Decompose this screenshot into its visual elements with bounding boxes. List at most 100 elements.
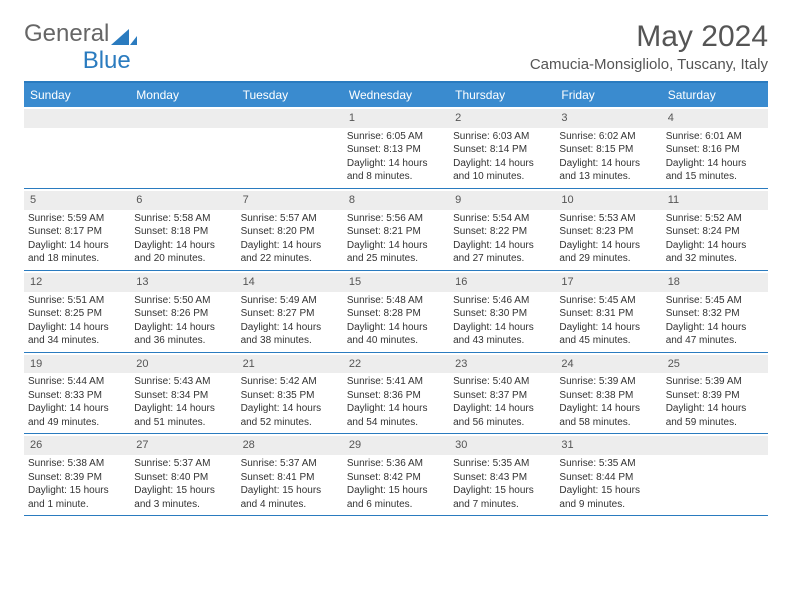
daylight-line: Daylight: 15 hours and 7 minutes.	[453, 484, 551, 511]
daylight-line: Daylight: 15 hours and 3 minutes.	[134, 484, 232, 511]
day-number	[237, 109, 343, 128]
daylight-line: Daylight: 14 hours and 18 minutes.	[28, 239, 126, 266]
day-cell: 3Sunrise: 6:02 AMSunset: 8:15 PMDaylight…	[555, 107, 661, 188]
sunset-line: Sunset: 8:25 PM	[28, 307, 126, 321]
sunset-line: Sunset: 8:36 PM	[347, 389, 445, 403]
day-cell: 6Sunrise: 5:58 AMSunset: 8:18 PMDaylight…	[130, 189, 236, 270]
sunrise-line: Sunrise: 5:39 AM	[559, 375, 657, 389]
sunset-line: Sunset: 8:17 PM	[28, 225, 126, 239]
sunrise-line: Sunrise: 5:50 AM	[134, 294, 232, 308]
sunset-line: Sunset: 8:27 PM	[241, 307, 339, 321]
sunset-line: Sunset: 8:31 PM	[559, 307, 657, 321]
day-number: 12	[24, 273, 130, 292]
daylight-line: Daylight: 14 hours and 29 minutes.	[559, 239, 657, 266]
brand-part2: Blue	[83, 47, 131, 74]
sunset-line: Sunset: 8:35 PM	[241, 389, 339, 403]
day-header: Friday	[555, 83, 661, 107]
daylight-line: Daylight: 15 hours and 4 minutes.	[241, 484, 339, 511]
sunset-line: Sunset: 8:37 PM	[453, 389, 551, 403]
week-row: 12Sunrise: 5:51 AMSunset: 8:25 PMDayligh…	[24, 271, 768, 353]
sunset-line: Sunset: 8:30 PM	[453, 307, 551, 321]
daylight-line: Daylight: 14 hours and 49 minutes.	[28, 402, 126, 429]
sunrise-line: Sunrise: 5:59 AM	[28, 212, 126, 226]
day-number: 28	[237, 436, 343, 455]
day-cell: 21Sunrise: 5:42 AMSunset: 8:35 PMDayligh…	[237, 353, 343, 434]
brand-part2-wrap: GeneBlue	[24, 47, 768, 75]
day-number: 6	[130, 191, 236, 210]
sunrise-line: Sunrise: 5:44 AM	[28, 375, 126, 389]
day-cell: 22Sunrise: 5:41 AMSunset: 8:36 PMDayligh…	[343, 353, 449, 434]
sunset-line: Sunset: 8:39 PM	[666, 389, 764, 403]
week-row: 19Sunrise: 5:44 AMSunset: 8:33 PMDayligh…	[24, 353, 768, 435]
day-cell: 8Sunrise: 5:56 AMSunset: 8:21 PMDaylight…	[343, 189, 449, 270]
day-number: 20	[130, 355, 236, 374]
daylight-line: Daylight: 14 hours and 52 minutes.	[241, 402, 339, 429]
daylight-line: Daylight: 14 hours and 58 minutes.	[559, 402, 657, 429]
daylight-line: Daylight: 14 hours and 56 minutes.	[453, 402, 551, 429]
day-number: 17	[555, 273, 661, 292]
daylight-line: Daylight: 14 hours and 34 minutes.	[28, 321, 126, 348]
day-number: 9	[449, 191, 555, 210]
day-cell: 25Sunrise: 5:39 AMSunset: 8:39 PMDayligh…	[662, 353, 768, 434]
day-number: 25	[662, 355, 768, 374]
day-cell: 7Sunrise: 5:57 AMSunset: 8:20 PMDaylight…	[237, 189, 343, 270]
sunset-line: Sunset: 8:15 PM	[559, 143, 657, 157]
week-row: 5Sunrise: 5:59 AMSunset: 8:17 PMDaylight…	[24, 189, 768, 271]
daylight-line: Daylight: 14 hours and 10 minutes.	[453, 157, 551, 184]
sunrise-line: Sunrise: 5:49 AM	[241, 294, 339, 308]
sunrise-line: Sunrise: 5:54 AM	[453, 212, 551, 226]
day-number: 18	[662, 273, 768, 292]
sunset-line: Sunset: 8:44 PM	[559, 471, 657, 485]
day-cell: 14Sunrise: 5:49 AMSunset: 8:27 PMDayligh…	[237, 271, 343, 352]
calendar-grid: SundayMondayTuesdayWednesdayThursdayFrid…	[24, 81, 768, 516]
day-cell: 2Sunrise: 6:03 AMSunset: 8:14 PMDaylight…	[449, 107, 555, 188]
sunrise-line: Sunrise: 5:52 AM	[666, 212, 764, 226]
day-number	[662, 436, 768, 455]
sunrise-line: Sunrise: 5:36 AM	[347, 457, 445, 471]
day-number: 30	[449, 436, 555, 455]
day-number: 21	[237, 355, 343, 374]
sunset-line: Sunset: 8:34 PM	[134, 389, 232, 403]
day-cell: 11Sunrise: 5:52 AMSunset: 8:24 PMDayligh…	[662, 189, 768, 270]
day-number: 24	[555, 355, 661, 374]
sunset-line: Sunset: 8:33 PM	[28, 389, 126, 403]
day-number: 7	[237, 191, 343, 210]
sunset-line: Sunset: 8:39 PM	[28, 471, 126, 485]
brand-logo: General	[24, 20, 137, 48]
sunrise-line: Sunrise: 5:45 AM	[666, 294, 764, 308]
day-cell: 24Sunrise: 5:39 AMSunset: 8:38 PMDayligh…	[555, 353, 661, 434]
daylight-line: Daylight: 14 hours and 8 minutes.	[347, 157, 445, 184]
day-number: 13	[130, 273, 236, 292]
daylight-line: Daylight: 14 hours and 27 minutes.	[453, 239, 551, 266]
day-cell: 16Sunrise: 5:46 AMSunset: 8:30 PMDayligh…	[449, 271, 555, 352]
day-number: 5	[24, 191, 130, 210]
day-cell	[24, 107, 130, 188]
day-number: 16	[449, 273, 555, 292]
day-number: 23	[449, 355, 555, 374]
sunset-line: Sunset: 8:40 PM	[134, 471, 232, 485]
daylight-line: Daylight: 14 hours and 36 minutes.	[134, 321, 232, 348]
day-number: 27	[130, 436, 236, 455]
day-cell: 5 Sunrise: 5:59 AMSunset: 8:17 PMDaylight…	[24, 189, 130, 270]
sunrise-line: Sunrise: 5:57 AM	[241, 212, 339, 226]
sunset-line: Sunset: 8:41 PM	[241, 471, 339, 485]
day-cell	[662, 434, 768, 515]
day-cell: 10Sunrise: 5:53 AMSunset: 8:23 PMDayligh…	[555, 189, 661, 270]
sunrise-line: Sunrise: 5:42 AM	[241, 375, 339, 389]
sunset-line: Sunset: 8:14 PM	[453, 143, 551, 157]
sunset-line: Sunset: 8:23 PM	[559, 225, 657, 239]
day-number: 22	[343, 355, 449, 374]
day-number: 31	[555, 436, 661, 455]
daylight-line: Daylight: 14 hours and 40 minutes.	[347, 321, 445, 348]
day-number: 15	[343, 273, 449, 292]
calendar-page: General May 2024 Camucia-Monsigliolo, Tu…	[0, 0, 792, 536]
day-number: 29	[343, 436, 449, 455]
day-number: 3	[555, 109, 661, 128]
day-cell: 31Sunrise: 5:35 AMSunset: 8:44 PMDayligh…	[555, 434, 661, 515]
day-header: Tuesday	[237, 83, 343, 107]
day-cell: 23Sunrise: 5:40 AMSunset: 8:37 PMDayligh…	[449, 353, 555, 434]
day-number	[24, 109, 130, 128]
sunset-line: Sunset: 8:28 PM	[347, 307, 445, 321]
daylight-line: Daylight: 14 hours and 22 minutes.	[241, 239, 339, 266]
daylight-line: Daylight: 14 hours and 20 minutes.	[134, 239, 232, 266]
